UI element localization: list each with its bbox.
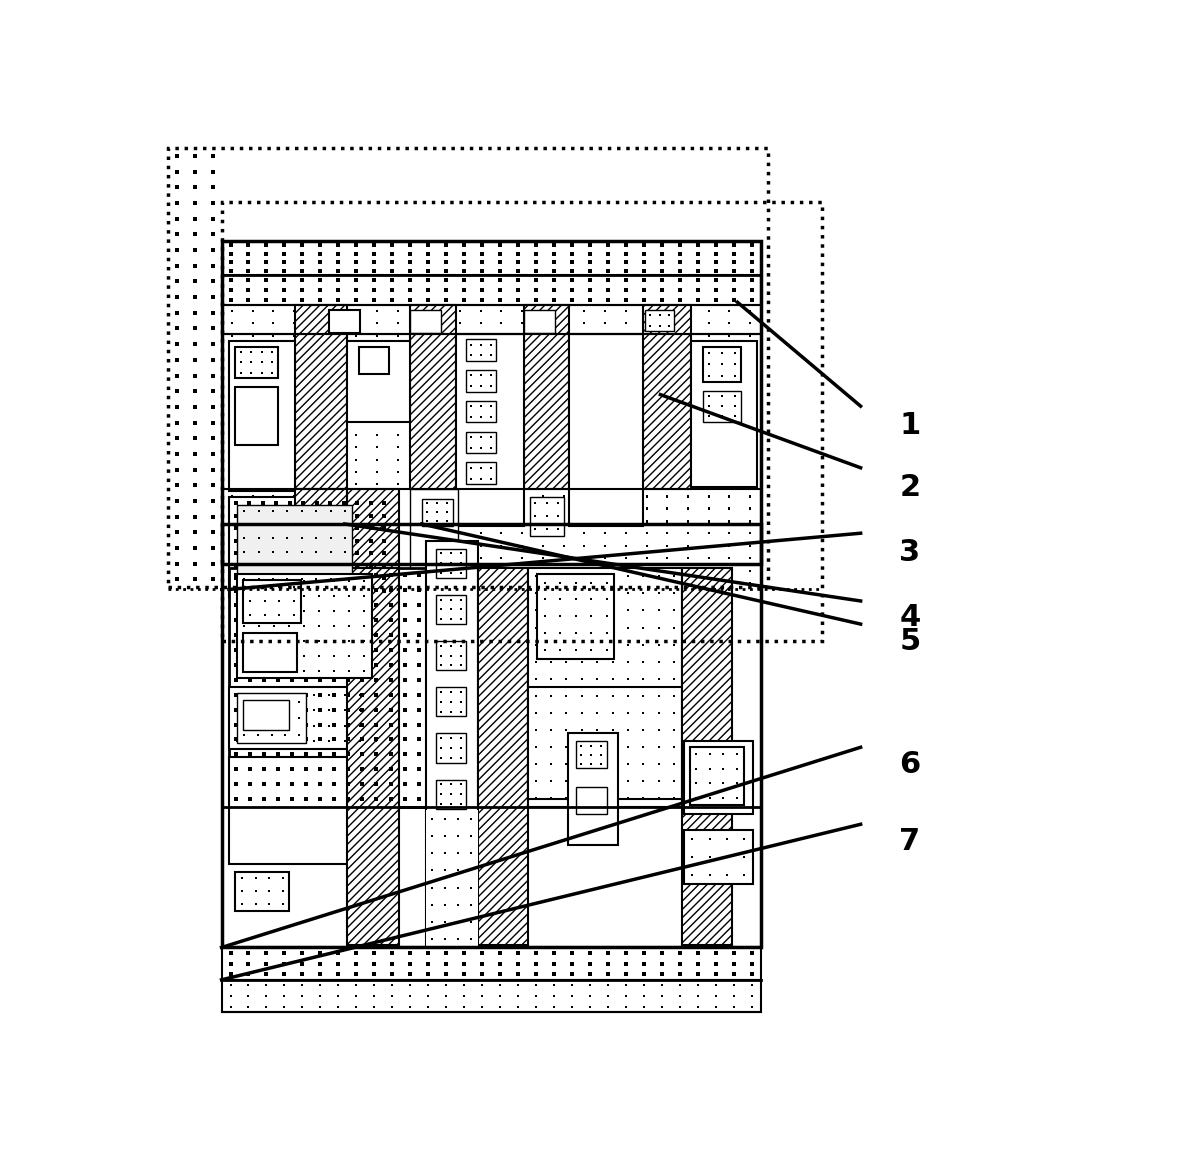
Bar [436, 549, 467, 577]
Bar [330, 310, 361, 333]
Bar [236, 505, 352, 586]
Bar [529, 497, 565, 535]
Bar [411, 310, 441, 333]
Bar [537, 574, 614, 659]
Bar [524, 310, 555, 333]
Text: 7: 7 [899, 827, 921, 856]
Bar [425, 541, 478, 947]
Text: 2: 2 [899, 473, 921, 501]
Bar [436, 733, 467, 762]
Text: 1: 1 [899, 411, 921, 440]
Bar [222, 489, 761, 589]
Bar [222, 304, 761, 528]
Bar [222, 275, 761, 304]
Bar [222, 240, 761, 275]
Bar [229, 568, 425, 807]
Bar [235, 872, 289, 911]
Bar [236, 693, 306, 744]
Bar [222, 203, 823, 641]
Bar [703, 347, 741, 382]
Bar [568, 334, 644, 526]
Bar [222, 947, 761, 980]
Bar [347, 341, 411, 422]
Bar [467, 340, 496, 361]
Bar [229, 497, 390, 597]
Bar [467, 432, 496, 453]
Bar [411, 304, 456, 489]
Bar [436, 687, 467, 717]
Bar [576, 741, 607, 768]
Bar [358, 347, 389, 374]
Text: 3: 3 [899, 537, 921, 567]
Bar [229, 341, 295, 491]
Bar [236, 574, 371, 678]
Bar [524, 304, 568, 489]
Bar [347, 568, 400, 945]
Bar [436, 641, 467, 670]
Bar [467, 400, 496, 423]
Bar [683, 741, 753, 814]
Bar [528, 568, 682, 807]
Bar [467, 463, 496, 484]
Bar [456, 334, 524, 526]
Bar [421, 499, 453, 526]
Bar [645, 310, 675, 331]
Bar [528, 687, 682, 799]
Bar [244, 634, 297, 672]
Bar [703, 391, 741, 422]
Bar [691, 341, 757, 487]
Bar [295, 489, 347, 589]
Bar [167, 149, 768, 587]
Bar [478, 568, 528, 945]
Bar [244, 580, 301, 623]
Bar [467, 370, 496, 391]
Text: 6: 6 [899, 749, 921, 779]
Bar [222, 980, 761, 1012]
Bar [222, 240, 761, 564]
Bar [229, 756, 352, 864]
Bar [411, 489, 458, 589]
Bar [682, 568, 732, 945]
Bar [235, 347, 278, 378]
Text: 4: 4 [899, 603, 921, 632]
Bar [235, 386, 278, 445]
Bar [644, 304, 691, 489]
Text: 5: 5 [899, 626, 921, 656]
Bar [347, 489, 400, 568]
Bar [244, 699, 289, 731]
Bar [222, 523, 761, 947]
Bar [222, 523, 761, 947]
Bar [576, 787, 607, 814]
Bar [568, 733, 618, 845]
Bar [436, 780, 467, 809]
Bar [690, 747, 744, 804]
Bar [683, 830, 753, 884]
Bar [229, 687, 383, 748]
Bar [436, 595, 467, 624]
Bar [295, 304, 347, 489]
Bar [425, 810, 478, 947]
